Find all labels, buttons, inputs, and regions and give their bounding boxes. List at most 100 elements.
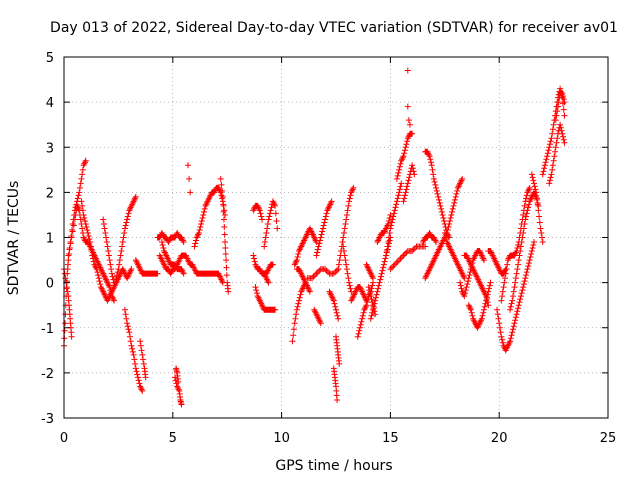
data-point <box>323 210 330 217</box>
data-point <box>180 239 187 246</box>
data-point <box>548 171 555 178</box>
data-point <box>549 130 556 137</box>
data-point <box>435 193 442 200</box>
data-point <box>343 266 350 273</box>
data-point <box>525 204 532 211</box>
data-point <box>79 225 86 232</box>
data-point <box>256 207 263 214</box>
data-point <box>536 219 543 226</box>
data-point <box>389 216 396 223</box>
data-point <box>124 323 131 330</box>
data-point <box>82 220 89 227</box>
data-point <box>521 278 528 285</box>
data-point <box>68 333 75 340</box>
data-point <box>467 305 474 312</box>
data-point <box>512 317 519 324</box>
data-point <box>439 211 446 218</box>
tick-labels: 0 5 10 15 20 25 -3 -2 -1 0 1 2 3 4 5 <box>41 51 616 446</box>
data-point <box>131 356 138 363</box>
data-point <box>554 135 561 142</box>
data-point <box>128 266 135 273</box>
y-tick-label: 2 <box>46 186 54 201</box>
data-point <box>540 168 547 175</box>
data-point <box>548 135 555 142</box>
data-point <box>90 258 97 265</box>
data-point <box>536 213 543 220</box>
data-point <box>396 166 403 173</box>
data-point <box>387 266 394 273</box>
data-point <box>116 261 123 268</box>
data-point <box>465 275 472 282</box>
data-point <box>433 239 440 246</box>
data-point <box>409 130 416 137</box>
data-point <box>394 258 401 265</box>
data-point <box>507 303 514 310</box>
data-point <box>528 251 535 258</box>
data-point <box>436 199 443 206</box>
data-point <box>266 210 273 217</box>
data-point <box>404 183 411 190</box>
data-point <box>510 288 517 295</box>
data-point <box>335 261 342 268</box>
data-point <box>513 311 520 318</box>
data-point <box>220 208 227 215</box>
data-point <box>127 338 134 345</box>
data-point <box>95 272 102 279</box>
data-point <box>561 139 568 146</box>
data-point <box>294 303 301 310</box>
data-point <box>554 103 561 110</box>
data-point <box>124 213 131 220</box>
data-point <box>517 248 524 255</box>
data-point <box>441 217 448 224</box>
data-point <box>557 121 564 128</box>
data-point <box>290 326 297 333</box>
data-point <box>504 261 511 268</box>
data-point <box>222 251 229 258</box>
data-point <box>251 255 258 262</box>
data-point <box>293 257 300 264</box>
data-point <box>494 306 501 313</box>
data-point <box>533 189 540 196</box>
data-point <box>499 336 506 343</box>
data-point <box>398 180 405 187</box>
data-point <box>219 187 226 194</box>
data-point <box>66 246 73 253</box>
data-point <box>117 252 124 259</box>
grid <box>64 57 608 418</box>
data-point <box>296 294 303 301</box>
data-point <box>126 329 133 336</box>
data-point <box>200 208 207 215</box>
data-point <box>340 248 347 255</box>
y-tick-label: 3 <box>46 141 54 156</box>
data-point <box>552 144 559 151</box>
data-point <box>346 198 353 205</box>
data-point <box>219 193 226 200</box>
data-point <box>314 269 321 276</box>
data-point <box>63 284 70 291</box>
data-point <box>515 257 522 264</box>
data-point <box>516 252 523 259</box>
data-point <box>532 186 539 193</box>
data-point <box>95 275 102 282</box>
data-point <box>523 213 530 220</box>
data-point <box>293 306 300 313</box>
data-point <box>253 290 260 297</box>
data-point <box>309 275 316 282</box>
data-point <box>462 287 469 294</box>
y-tick-label: 1 <box>46 232 54 247</box>
data-point <box>133 368 140 375</box>
data-point <box>546 177 553 184</box>
data-point <box>539 171 546 178</box>
data-point <box>457 279 464 286</box>
data-point <box>158 239 165 246</box>
data-point <box>497 329 504 336</box>
data-point <box>399 254 406 261</box>
data-point <box>512 279 519 286</box>
data-point <box>356 324 363 331</box>
data-point <box>525 186 532 193</box>
data-point <box>561 99 568 106</box>
data-point <box>546 141 553 148</box>
data-point <box>375 282 382 289</box>
data-point <box>124 320 131 327</box>
data-point <box>356 327 363 334</box>
